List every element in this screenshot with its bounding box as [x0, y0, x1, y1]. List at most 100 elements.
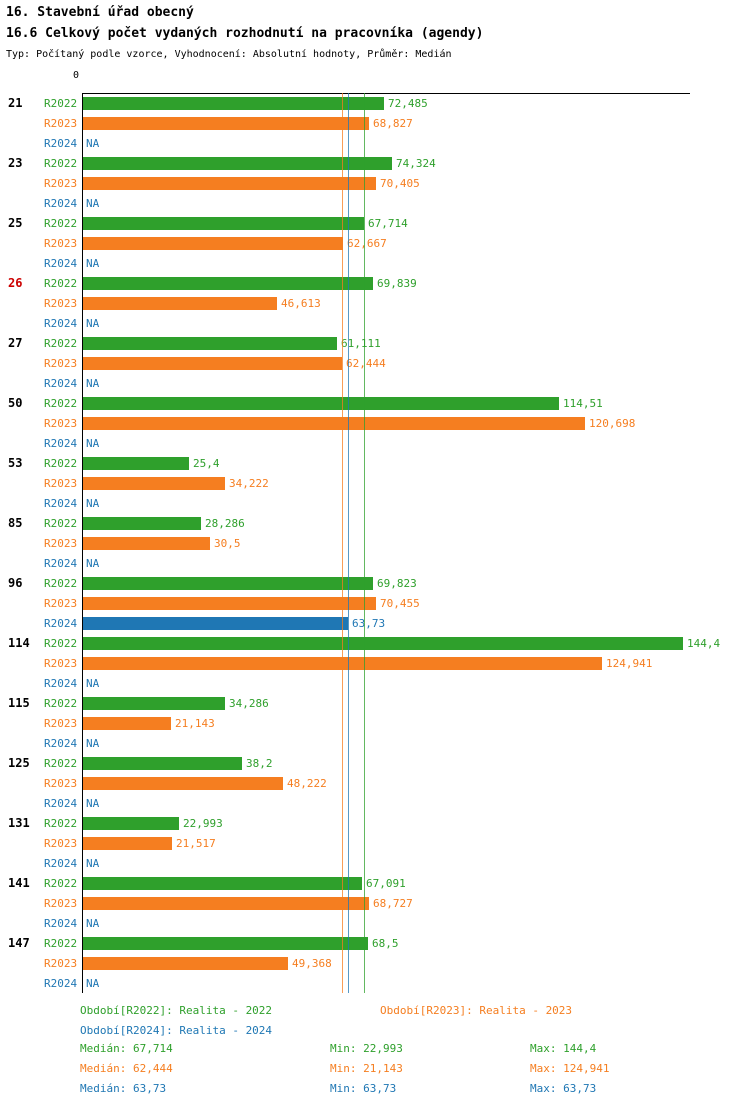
bar-group: 53 R2022 25,4 R2023 34,222 R2024 NA — [0, 453, 750, 513]
bar — [83, 596, 376, 610]
bar — [83, 656, 602, 670]
bar-area: 74,324 — [83, 153, 750, 173]
bar-row: 23 R2022 74,324 — [0, 153, 750, 173]
value-label: 70,455 — [380, 596, 420, 610]
bar — [83, 236, 343, 250]
year-label: R2023 — [44, 116, 78, 130]
year-label: R2023 — [44, 656, 78, 670]
y-axis-line — [82, 93, 83, 993]
bar-area: 70,455 — [83, 593, 750, 613]
bar-row: 27 R2022 61,111 — [0, 333, 750, 353]
bar-area: 25,4 — [83, 453, 750, 473]
bar-area: NA — [83, 253, 750, 273]
stats-row-r2022: Medián: 67,714 Min: 22,993 Max: 144,4 — [0, 1042, 750, 1062]
bar-row: R2023 62,667 — [0, 233, 750, 253]
bar-area: NA — [83, 373, 750, 393]
year-label: R2023 — [44, 356, 78, 370]
bar-row: R2023 120,698 — [0, 413, 750, 433]
bar-group: 27 R2022 61,111 R2023 62,444 R2024 NA — [0, 333, 750, 393]
bar-row: 26 R2022 69,839 — [0, 273, 750, 293]
bar — [83, 536, 210, 550]
year-label: R2024 — [44, 856, 78, 870]
value-label: 25,4 — [193, 456, 220, 470]
value-label: 48,222 — [287, 776, 327, 790]
na-label: NA — [86, 136, 100, 150]
bar — [83, 476, 225, 490]
na-label: NA — [86, 436, 100, 450]
bar — [83, 776, 283, 790]
year-label: R2022 — [44, 816, 78, 830]
bar-row: R2024 NA — [0, 733, 750, 753]
bar-area: 49,368 — [83, 953, 750, 973]
bar — [83, 896, 369, 910]
bar-row: 21 R2022 72,485 — [0, 93, 750, 113]
bar — [83, 636, 683, 650]
bar-area: 46,613 — [83, 293, 750, 313]
bar — [83, 956, 288, 970]
na-label: NA — [86, 556, 100, 570]
bar-group: 26 R2022 69,839 R2023 46,613 R2024 NA — [0, 273, 750, 333]
bar-area: NA — [83, 313, 750, 333]
na-label: NA — [86, 916, 100, 930]
bar — [83, 276, 373, 290]
year-label: R2024 — [44, 736, 78, 750]
year-label: R2024 — [44, 256, 78, 270]
bar-area: 22,993 — [83, 813, 750, 833]
bar-row: R2023 30,5 — [0, 533, 750, 553]
bar — [83, 416, 585, 430]
bar-area: 124,941 — [83, 653, 750, 673]
bar-row: R2023 21,517 — [0, 833, 750, 853]
bar-group: 96 R2022 69,823 R2023 70,455 R2024 63,73 — [0, 573, 750, 633]
year-label: R2022 — [44, 876, 78, 890]
bar — [83, 296, 277, 310]
bar-area: 67,091 — [83, 873, 750, 893]
bar-area: NA — [83, 853, 750, 873]
bar-area: NA — [83, 673, 750, 693]
bar-area: 61,111 — [83, 333, 750, 353]
value-label: 22,993 — [183, 816, 223, 830]
year-label: R2023 — [44, 296, 78, 310]
bar-row: R2023 68,827 — [0, 113, 750, 133]
value-label: 68,827 — [373, 116, 413, 130]
value-label: 28,286 — [205, 516, 245, 530]
group-id-label: 27 — [8, 336, 23, 350]
bar-row: R2024 63,73 — [0, 613, 750, 633]
bar-group: 125 R2022 38,2 R2023 48,222 R2024 NA — [0, 753, 750, 813]
bar-row: 85 R2022 28,286 — [0, 513, 750, 533]
bar — [83, 356, 342, 370]
bar-row: 114 R2022 144,4 — [0, 633, 750, 653]
na-label: NA — [86, 376, 100, 390]
na-label: NA — [86, 496, 100, 510]
value-label: 72,485 — [388, 96, 428, 110]
bar-area: NA — [83, 793, 750, 813]
x-axis-origin-label: 0 — [73, 70, 80, 81]
group-id-label: 50 — [8, 396, 23, 410]
bar — [83, 456, 189, 470]
group-id-label: 96 — [8, 576, 23, 590]
year-label: R2023 — [44, 536, 78, 550]
year-label: R2024 — [44, 976, 78, 990]
bar — [83, 616, 348, 630]
bar — [83, 836, 172, 850]
na-label: NA — [86, 676, 100, 690]
value-label: 67,714 — [368, 216, 408, 230]
bar-row: 141 R2022 67,091 — [0, 873, 750, 893]
bar-chart: 21 R2022 72,485 R2023 68,827 R2024 NA 23 R2022 74… — [0, 93, 750, 993]
bar-row: R2024 NA — [0, 133, 750, 153]
bar-row: 115 R2022 34,286 — [0, 693, 750, 713]
bar — [83, 756, 242, 770]
stat-max-r2022: Max: 144,4 — [530, 1042, 597, 1055]
bar-area: NA — [83, 433, 750, 453]
year-label: R2022 — [44, 636, 78, 650]
year-label: R2024 — [44, 616, 78, 630]
bar-group: 50 R2022 114,51 R2023 120,698 R2024 NA — [0, 393, 750, 453]
bar-row: 25 R2022 67,714 — [0, 213, 750, 233]
bar — [83, 216, 364, 230]
chart-title: 16. Stavební úřad obecný — [6, 5, 194, 20]
value-label: 63,73 — [352, 616, 386, 630]
bar — [83, 516, 201, 530]
bar-row: R2023 68,727 — [0, 893, 750, 913]
bar-row: R2023 70,405 — [0, 173, 750, 193]
bar-area: 62,667 — [83, 233, 750, 253]
